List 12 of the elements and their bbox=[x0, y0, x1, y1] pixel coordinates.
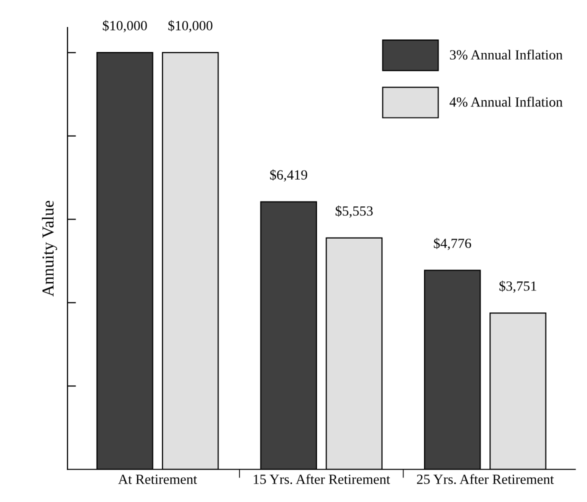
data-label: $4,776 bbox=[434, 238, 472, 250]
data-label: $5,553 bbox=[336, 205, 373, 218]
legend-label: 4% Annual Inflation bbox=[450, 96, 563, 107]
data-label: $3,751 bbox=[499, 280, 536, 293]
data-label: $10,000 bbox=[168, 20, 212, 32]
x-tick-label: At Retirement bbox=[118, 474, 198, 484]
y-axis-title: Annuity Value bbox=[42, 200, 58, 297]
data-label: $6,419 bbox=[270, 169, 308, 182]
data-label: $10,000 bbox=[102, 20, 147, 32]
legend-label: 3% Annual Inflation bbox=[450, 50, 563, 60]
x-tick-label: 25 Yrs. After Retirement bbox=[417, 474, 554, 484]
x-tick-label: 15 Yrs. After Retirement bbox=[254, 474, 390, 484]
